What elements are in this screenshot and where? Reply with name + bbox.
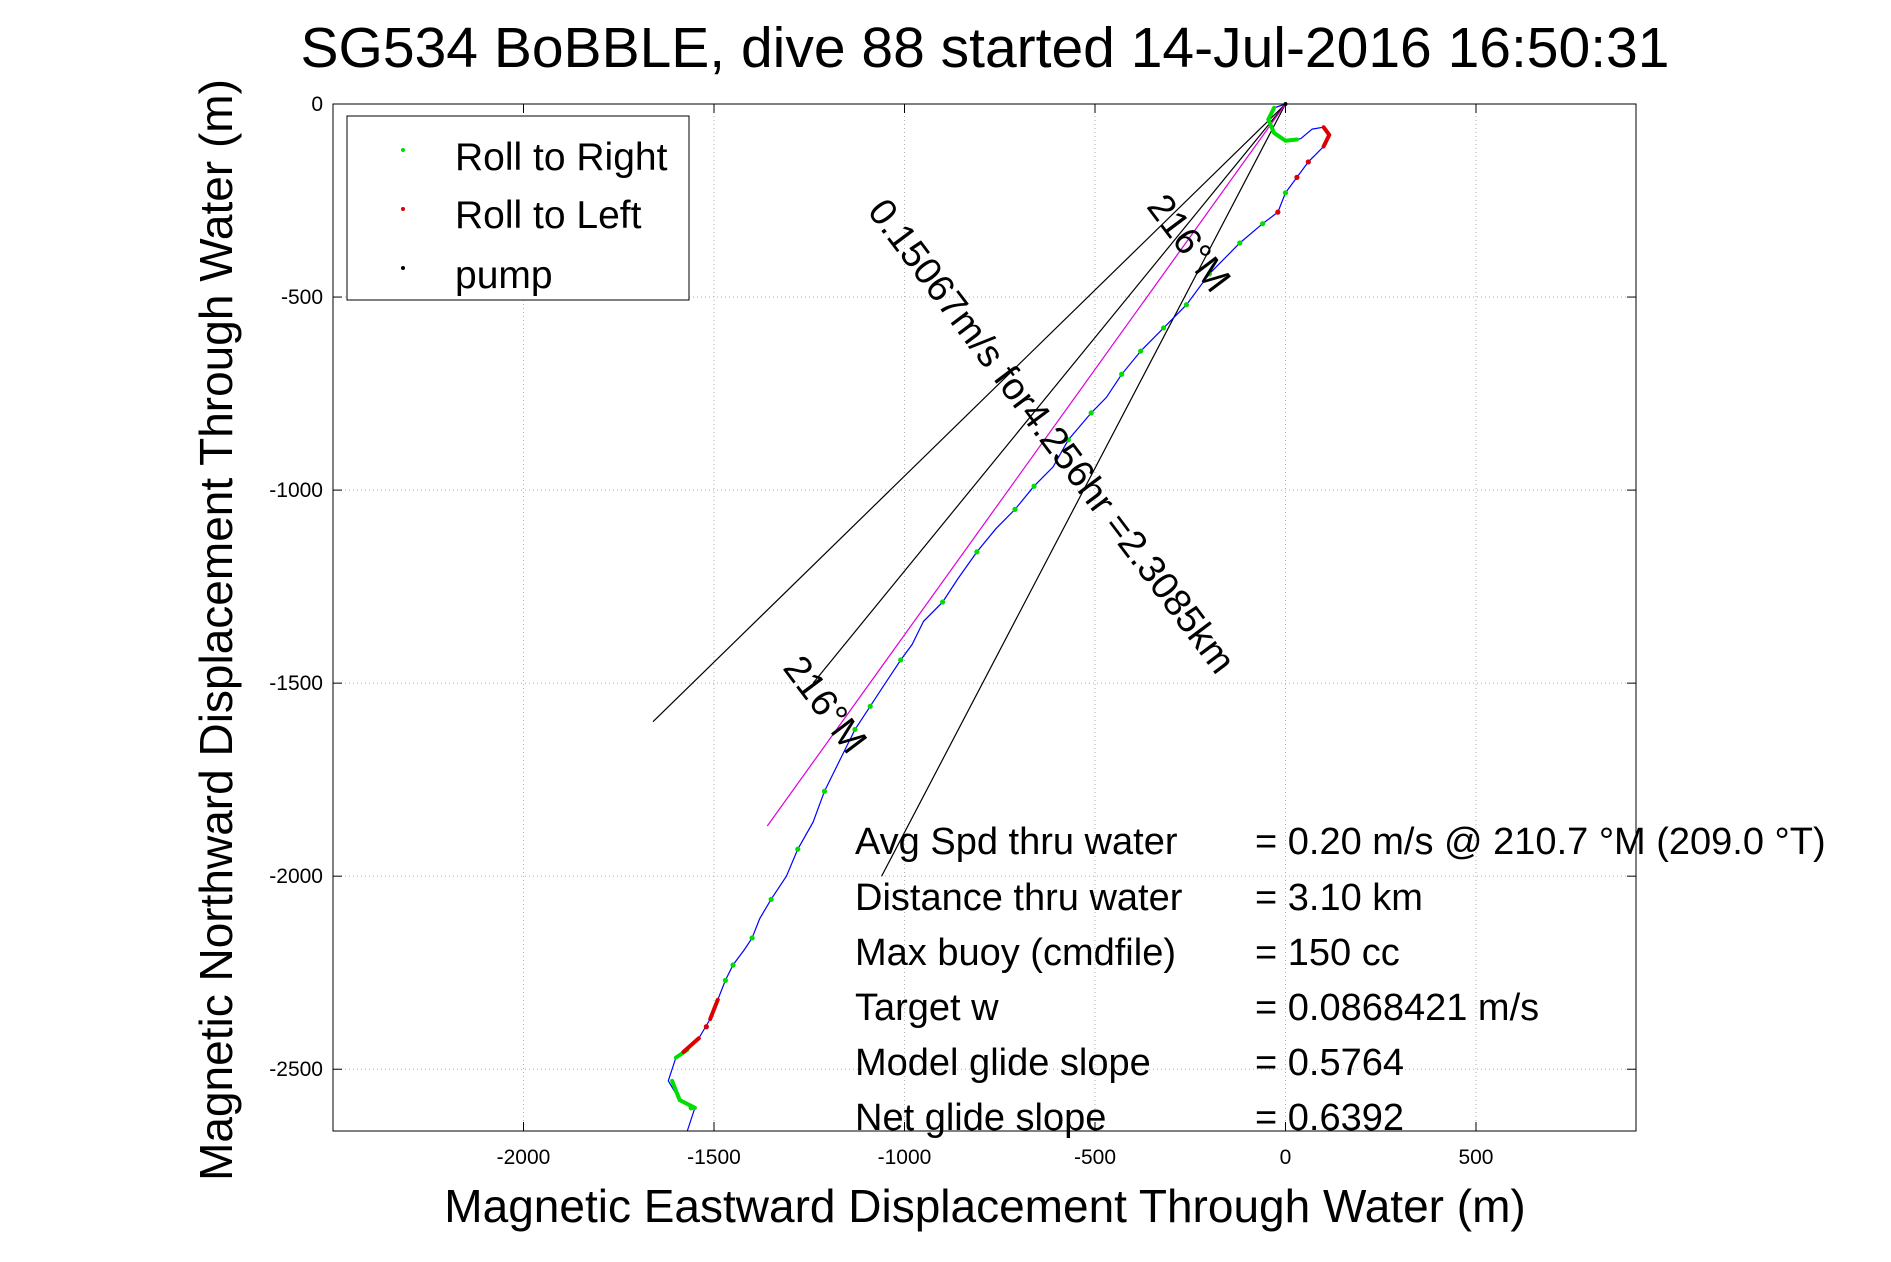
roll-right-point xyxy=(1119,371,1125,377)
legend-item-pump: pump xyxy=(401,254,553,297)
roll-right-point xyxy=(898,657,904,663)
y-tick-label: -500 xyxy=(281,286,323,309)
y-tick-label: 0 xyxy=(311,93,323,116)
roll-right-point xyxy=(722,977,729,984)
legend-label-roll-left: Roll to Left xyxy=(455,194,642,237)
stat-value-target-w: = 0.0868421 m/s xyxy=(1255,987,1539,1029)
roll-left-segment xyxy=(1321,125,1332,149)
legend-label-pump: pump xyxy=(455,254,553,297)
roll-right-point xyxy=(795,846,801,852)
legend-item-roll-left: Roll to Left xyxy=(401,194,642,237)
stat-value-distance: = 3.10 km xyxy=(1255,877,1423,919)
roll-right-point xyxy=(1088,410,1094,416)
reference-line xyxy=(881,103,1287,877)
roll-right-point xyxy=(821,788,828,794)
axis-ticks: -2000 -1500 -1000 -500 0 500 0 -500 -1000 -1500 -2… xyxy=(269,93,1636,1169)
y-tick-label: -2000 xyxy=(269,865,323,888)
legend-label-roll-right: Roll to Right xyxy=(455,136,668,179)
reference-lines xyxy=(652,103,1287,877)
y-tick-label: -2500 xyxy=(269,1058,323,1081)
roll-right-point xyxy=(1237,240,1243,246)
roll-left-point xyxy=(1294,174,1300,180)
x-tick-label: 0 xyxy=(1280,1146,1292,1169)
reference-line xyxy=(812,103,1286,684)
legend-marker-pump xyxy=(401,266,405,270)
stat-label-distance: Distance thru water xyxy=(855,877,1183,919)
roll-left-segment xyxy=(681,1036,701,1054)
dive-track xyxy=(667,102,1332,1132)
plot-area-frame xyxy=(332,103,1637,1132)
x-tick-label: -1000 xyxy=(878,1146,932,1169)
stat-label-max-buoy: Max buoy (cmdfile) xyxy=(855,932,1176,974)
stat-value-net-glide: = 0.6392 xyxy=(1255,1097,1404,1139)
legend-marker-roll-left xyxy=(401,207,405,211)
dive-stats: Avg Spd thru water = 0.20 m/s @ 210.7 °M… xyxy=(855,821,1826,1139)
y-tick-label: -1000 xyxy=(269,479,323,502)
stat-value-max-buoy: = 150 cc xyxy=(1255,932,1400,974)
roll-right-point xyxy=(1031,483,1037,489)
roll-right-point xyxy=(749,935,755,941)
roll-right-point xyxy=(1012,506,1018,512)
roll-right-point xyxy=(1183,302,1190,308)
legend-item-roll-right: Roll to Right xyxy=(401,136,668,179)
stat-label-net-glide: Net glide slope xyxy=(855,1097,1106,1139)
roll-right-point xyxy=(730,962,736,968)
stat-label-model-glide: Model glide slope xyxy=(855,1042,1151,1084)
roll-right-point xyxy=(1260,221,1266,227)
stat-label-avg-speed: Avg Spd thru water xyxy=(855,821,1178,863)
roll-right-point xyxy=(1065,437,1071,443)
y-axis-label: Magnetic Northward Displacement Through … xyxy=(190,79,242,1181)
stat-value-avg-speed: = 0.20 m/s @ 210.7 °M (209.0 °T) xyxy=(1255,821,1826,863)
roll-right-point xyxy=(852,726,858,733)
roll-right-point xyxy=(1138,348,1144,354)
stat-label-target-w: Target w xyxy=(855,987,999,1029)
stat-value-model-glide: = 0.5764 xyxy=(1255,1042,1404,1084)
reference-line xyxy=(652,103,1286,723)
roll-right-point xyxy=(1160,325,1167,331)
legend-marker-roll-right xyxy=(401,148,405,152)
x-tick-label: 500 xyxy=(1458,1146,1493,1169)
x-tick-label: -2000 xyxy=(497,1146,551,1169)
x-tick-label: -500 xyxy=(1074,1146,1116,1169)
legend: Roll to Right Roll to Left pump xyxy=(346,115,690,301)
roll-left-point xyxy=(703,1024,709,1030)
roll-right-point xyxy=(867,703,873,709)
reference-line xyxy=(766,103,1286,827)
roll-right-segment xyxy=(670,1078,697,1110)
roll-right-point xyxy=(768,896,774,902)
roll-right-point xyxy=(974,549,980,555)
roll-left-segment xyxy=(708,997,720,1021)
roll-left-point xyxy=(1275,209,1281,215)
chart-title: SG534 BoBBLE, dive 88 started 14-Jul-201… xyxy=(301,16,1670,80)
roll-left-point xyxy=(1305,159,1311,165)
roll-right-point xyxy=(1206,271,1212,277)
x-axis-label: Magnetic Eastward Displacement Through W… xyxy=(444,1180,1525,1232)
roll-right-segment xyxy=(1266,105,1299,143)
roll-right-point xyxy=(939,599,946,605)
x-tick-label: -1500 xyxy=(687,1146,741,1169)
roll-right-point xyxy=(688,1105,694,1111)
roll-right-point xyxy=(1282,190,1289,196)
y-tick-label: -1500 xyxy=(269,672,323,695)
